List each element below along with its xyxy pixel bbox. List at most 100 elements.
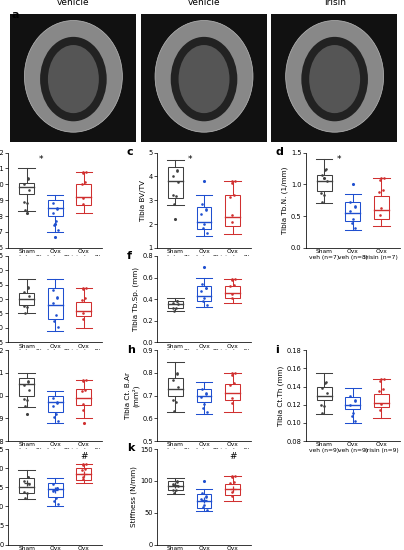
Point [25,472,32,481]
Point [198,384,205,393]
Point [25,376,32,385]
Point [21,206,28,215]
Ellipse shape [309,45,360,113]
Bar [19,183,34,194]
Point [200,296,206,305]
Point [201,400,208,409]
Point [198,200,205,208]
Text: *: * [39,156,43,164]
Point [379,385,386,394]
Bar [197,286,211,301]
Point [347,392,354,400]
Point [83,376,89,384]
Point [203,284,209,293]
Point [53,311,59,320]
Point [347,206,354,215]
Point [203,206,209,214]
Point [229,177,235,185]
Point [53,493,59,502]
Y-axis label: Tibia Ct.Th (mm): Tibia Ct.Th (mm) [278,366,284,426]
Point [228,179,235,188]
Point [203,492,209,501]
FancyBboxPatch shape [271,14,398,142]
Bar [48,483,63,497]
Bar [19,293,34,305]
Point [227,479,234,488]
Point [319,171,325,180]
Point [324,177,330,185]
Point [203,300,210,309]
Point [21,309,28,317]
Bar [225,286,240,298]
Point [55,500,61,509]
Point [229,210,235,219]
Point [51,316,58,325]
Point [173,477,180,486]
Point [352,396,358,405]
Point [80,405,86,414]
Y-axis label: Tibia BV/TV: Tibia BV/TV [140,180,146,221]
Bar [374,196,389,219]
Point [26,185,32,194]
Point [80,419,87,427]
Point [21,381,27,390]
Point [322,164,329,173]
Point [21,402,28,411]
Y-axis label: Tibia Ct. B.Ar
(mm²): Tibia Ct. B.Ar (mm²) [125,372,139,419]
FancyBboxPatch shape [141,14,267,142]
Point [170,489,177,498]
Point [78,387,85,396]
Ellipse shape [286,20,384,132]
Point [231,378,237,387]
Text: Ovx
irisin: Ovx irisin [324,0,346,7]
Bar [225,484,240,495]
Bar [374,394,389,406]
Point [229,393,235,402]
Bar [76,184,91,205]
Point [52,219,59,228]
Point [229,471,235,480]
Point [49,402,56,410]
Text: #: # [229,452,236,461]
Text: c: c [127,147,133,157]
Point [319,198,326,207]
Point [321,174,328,183]
Point [170,298,177,307]
Point [54,398,61,407]
Point [173,191,179,200]
Point [53,217,59,226]
Point [173,167,180,175]
Point [175,481,181,490]
Point [174,368,180,377]
Point [231,280,237,289]
Point [200,224,206,233]
Point [200,403,206,412]
Point [203,492,209,501]
Point [54,204,61,213]
Point [172,215,179,224]
Point [319,409,326,417]
Ellipse shape [171,37,237,122]
Point [377,375,384,384]
Point [80,194,86,202]
Y-axis label: Stiffness (N/mm): Stiffness (N/mm) [131,466,137,527]
Bar [168,167,183,198]
Point [229,488,235,497]
Point [377,377,383,386]
Ellipse shape [179,45,229,113]
Point [379,186,386,195]
Point [318,400,325,409]
Point [23,302,30,311]
Bar [48,200,63,216]
Bar [48,395,63,411]
Point [23,208,30,217]
Point [51,412,58,421]
Point [321,190,328,199]
Point [49,199,56,207]
Point [377,204,384,213]
Point [350,215,356,224]
Point [175,178,181,187]
Point [173,486,179,495]
Point [201,219,208,228]
Point [55,416,61,425]
